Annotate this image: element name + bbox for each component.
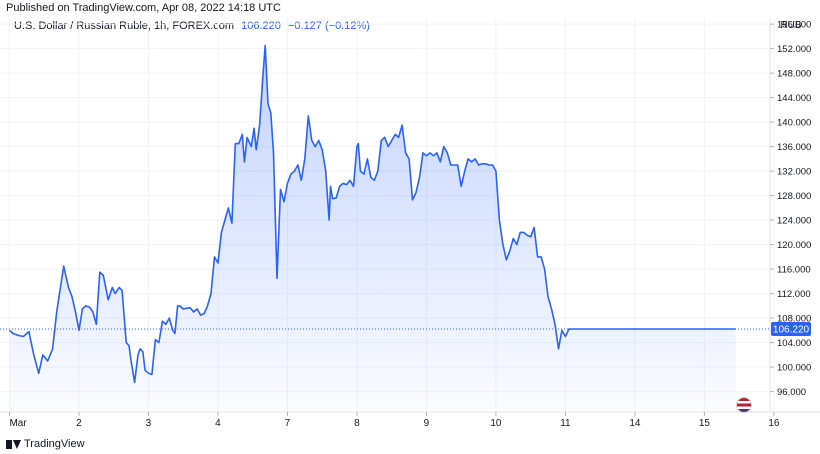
us-flag-icon[interactable] — [736, 397, 752, 413]
y-tick-label: 116.000 — [777, 265, 811, 276]
x-tick-label: 14 — [629, 418, 641, 429]
price-area — [9, 45, 736, 410]
y-tick-label: 104.000 — [777, 338, 811, 349]
y-tick-label: 124.000 — [777, 216, 811, 227]
y-tick-label: 136.000 — [777, 142, 811, 153]
x-tick-label: Mar — [9, 418, 27, 429]
y-tick-label: 144.000 — [777, 93, 811, 104]
tradingview-logo-icon — [6, 439, 21, 449]
published-info: Published on TradingView.com, Apr 08, 20… — [6, 2, 281, 14]
x-tick-label: 3 — [146, 418, 152, 429]
y-tick-label: 152.000 — [777, 44, 811, 55]
y-tick-label: 140.000 — [777, 118, 811, 129]
y-tick-label: 112.000 — [777, 289, 811, 300]
currency-label: RUB — [780, 20, 801, 31]
y-tick-label: 132.000 — [777, 167, 811, 178]
y-tick-label: 108.000 — [777, 314, 811, 325]
y-tick-label: 128.000 — [777, 191, 811, 202]
x-tick-label: 8 — [354, 418, 360, 429]
y-tick-label: 96.000 — [777, 387, 806, 398]
symbol-name: U.S. Dollar / Russian Ruble, 1h, FOREX.c… — [14, 20, 235, 32]
y-tick-label: 120.000 — [777, 240, 811, 251]
x-tick-label: 16 — [768, 418, 780, 429]
price-tag: 106.220 — [771, 322, 811, 337]
price-axis[interactable]: 96.000 100.000 104.000 108.000 112.000 116.00… — [770, 20, 811, 399]
x-tick-label: 11 — [560, 418, 571, 429]
y-tick-label: 100.000 — [777, 363, 811, 374]
time-axis[interactable]: Mar 2 3 4 7 8 9 10 11 14 15 16 — [8, 412, 780, 429]
price-tag-label: 106.220 — [773, 325, 810, 336]
price-line — [8, 44, 736, 384]
x-tick-label: 15 — [699, 418, 711, 429]
brand-name: TradingView — [24, 438, 85, 450]
x-tick-label: 7 — [285, 418, 291, 429]
y-tick-label: 148.000 — [777, 69, 811, 80]
x-tick-label: 2 — [76, 418, 82, 429]
y-tick-label: 156.000 — [777, 20, 811, 31]
footer-brand[interactable]: TradingView — [6, 438, 85, 450]
price-change: −0.127 (−0.12%) — [287, 20, 370, 32]
x-tick-label: 4 — [215, 418, 221, 429]
last-price: 106.220 — [241, 20, 281, 32]
x-tick-label: 10 — [490, 418, 502, 429]
symbol-legend: U.S. Dollar / Russian Ruble, 1h, FOREX.c… — [14, 20, 370, 32]
x-tick-label: 9 — [424, 418, 430, 429]
